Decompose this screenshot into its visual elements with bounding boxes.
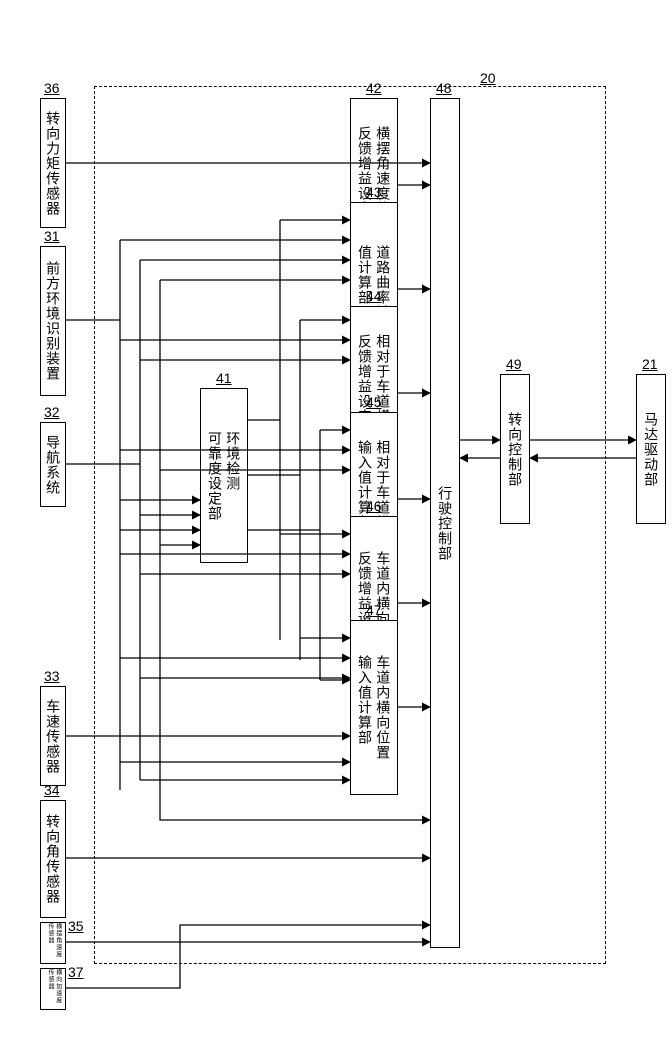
input-torque-sensor: 转向力矩传感器 bbox=[40, 98, 66, 228]
box-text: 行驶控制部 bbox=[436, 486, 454, 561]
num-42: 42 bbox=[366, 80, 382, 96]
input-front-env: 前方环境识别装置 bbox=[40, 246, 66, 396]
num-31: 31 bbox=[44, 228, 60, 244]
num-33: 33 bbox=[44, 668, 60, 684]
num-35: 35 bbox=[68, 918, 84, 934]
num-43: 43 bbox=[366, 184, 382, 200]
input-speed: 车速传感器 bbox=[40, 686, 66, 786]
dashed-label: 20 bbox=[480, 70, 496, 86]
num-47: 47 bbox=[366, 602, 382, 618]
num-49: 49 bbox=[506, 356, 522, 372]
box-text: 马达驱动部 bbox=[642, 412, 660, 487]
box-text: 横摆角速度传感器 bbox=[45, 923, 61, 963]
label-text: 37 bbox=[68, 964, 84, 980]
box-text: 车速传感器 bbox=[44, 699, 62, 774]
motor-drive-block: 马达驱动部 bbox=[636, 374, 666, 524]
label-text: 33 bbox=[44, 668, 60, 684]
box-text: 转向控制部 bbox=[506, 412, 524, 487]
label-text: 21 bbox=[642, 356, 658, 372]
box-text: 横向加速度传感器 bbox=[45, 969, 61, 1009]
num-37: 37 bbox=[68, 964, 84, 980]
label-text: 42 bbox=[366, 80, 382, 96]
label-text: 45 bbox=[366, 394, 382, 410]
label-text: 48 bbox=[436, 80, 452, 96]
num-45: 45 bbox=[366, 394, 382, 410]
num-41: 41 bbox=[216, 370, 232, 386]
label-text: 49 bbox=[506, 356, 522, 372]
box-text: 环境检测 可靠度设定部 bbox=[206, 431, 242, 521]
num-44: 44 bbox=[366, 288, 382, 304]
label-text: 47 bbox=[366, 602, 382, 618]
num-36: 36 bbox=[44, 80, 60, 96]
input-lat-accel: 横向加速度传感器 bbox=[40, 968, 66, 1010]
label-text: 44 bbox=[366, 288, 382, 304]
steer-control-block: 转向控制部 bbox=[500, 374, 530, 524]
label-text: 20 bbox=[480, 70, 496, 86]
drive-control-block: 行驶控制部 bbox=[430, 98, 460, 948]
input-nav: 导航系统 bbox=[40, 422, 66, 507]
label-text: 35 bbox=[68, 918, 84, 934]
label-text: 43 bbox=[366, 184, 382, 200]
num-46: 46 bbox=[366, 498, 382, 514]
num-21: 21 bbox=[642, 356, 658, 372]
label-text: 32 bbox=[44, 404, 60, 420]
label-text: 34 bbox=[44, 782, 60, 798]
box-text: 车道内横向位置 输入值计算部 bbox=[356, 655, 392, 760]
box-text: 转向角传感器 bbox=[44, 814, 62, 904]
diagram-canvas: 20 转向力矩传感器 36 前方环境识别装置 31 导航系统 32 车速传感器 … bbox=[20, 20, 672, 1020]
label-text: 46 bbox=[366, 498, 382, 514]
box-text: 导航系统 bbox=[44, 435, 62, 495]
input-yaw-rate: 横摆角速度传感器 bbox=[40, 922, 66, 964]
env-reliability-block: 环境检测 可靠度设定部 bbox=[200, 388, 248, 563]
input-steer-angle: 转向角传感器 bbox=[40, 800, 66, 918]
block-47: 车道内横向位置 输入值计算部 bbox=[350, 620, 398, 795]
num-48: 48 bbox=[436, 80, 452, 96]
label-text: 41 bbox=[216, 370, 232, 386]
label-text: 31 bbox=[44, 228, 60, 244]
label-text: 36 bbox=[44, 80, 60, 96]
num-32: 32 bbox=[44, 404, 60, 420]
box-text: 前方环境识别装置 bbox=[44, 261, 62, 381]
num-34: 34 bbox=[44, 782, 60, 798]
box-text: 转向力矩传感器 bbox=[44, 111, 62, 216]
